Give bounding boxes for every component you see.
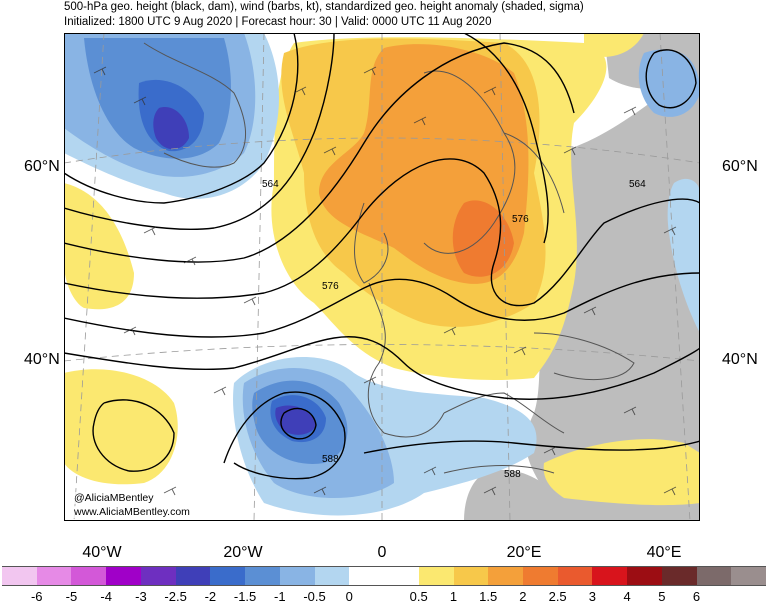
colorbar-segment <box>36 567 72 585</box>
colorbar-segment <box>106 567 141 585</box>
coastlines <box>143 42 635 474</box>
colorbar-tick-label: -2 <box>204 589 217 604</box>
graticule <box>64 33 700 521</box>
colorbar-tick-label: -1 <box>274 589 286 604</box>
lon-label-20w: 20°W <box>223 544 263 561</box>
lat-label-60n-right: 60°N <box>722 158 758 175</box>
map-panel[interactable]: 564 564 576 576 588 588 <box>64 33 700 521</box>
lat-label-40n-left: 40°N <box>24 351 60 368</box>
credit-website[interactable]: www.AliciaMBentley.com <box>72 506 192 518</box>
lon-label-20e: 20°E <box>506 544 542 561</box>
colorbar <box>2 566 767 586</box>
colorbar-tick-label: -0.5 <box>303 589 326 604</box>
anomaly-neg3-greenland <box>153 107 189 150</box>
colorbar-segment <box>627 567 662 585</box>
colorbar-segment <box>661 567 697 585</box>
colorbar-segment <box>175 567 211 585</box>
colorbar-tick-label: 0 <box>345 589 353 604</box>
colorbar-tick-label: 5 <box>658 589 666 604</box>
colorbar-segment <box>314 567 350 585</box>
map-title: 500-hPa geo. height (black, dam), wind (… <box>64 1 584 13</box>
lon-label-40w: 40°W <box>82 544 122 561</box>
colorbar-tick-label: 1.5 <box>479 589 498 604</box>
colorbar-tick-label: 3 <box>588 589 596 604</box>
anomaly-pos1-mid-atlantic <box>64 183 134 310</box>
contour-label-588-east: 588 <box>504 469 521 480</box>
anomaly-neg1-east-edge <box>667 178 700 333</box>
colorbar-tick-label: -1.5 <box>233 589 257 604</box>
colorbar-segment <box>523 567 558 585</box>
colorbar-tick-label: 0.5 <box>409 589 428 604</box>
colorbar-tick-label: 1 <box>449 589 458 604</box>
lat-label-60n-left: 60°N <box>24 158 60 175</box>
anomaly-pos1-atlantic-sw <box>64 369 178 485</box>
map-frame <box>64 33 700 521</box>
colorbar-segment <box>453 567 489 585</box>
contour-label-564-east: 564 <box>629 179 646 190</box>
colorbar-tick-label: -3 <box>135 589 147 604</box>
colorbar-segment <box>210 567 246 585</box>
colorbar-tick-label: -5 <box>65 589 78 604</box>
contour-label-576-west: 576 <box>322 281 339 292</box>
height-contours <box>64 33 700 480</box>
contour-label-576-norway: 576 <box>512 214 529 225</box>
lon-label-40e: 40°E <box>646 544 682 561</box>
colorbar-tick-label: -2.5 <box>164 589 187 604</box>
colorbar-segment <box>731 567 767 585</box>
colorbar-tick-label: 2 <box>519 589 527 604</box>
colorbar-segment <box>279 567 315 585</box>
contour-label-564-west: 564 <box>262 179 279 190</box>
map-subtitle: Initialized: 1800 UTC 9 Aug 2020 | Forec… <box>64 16 492 28</box>
wind-barbs <box>93 66 677 496</box>
colorbar-tick-label: 4 <box>623 589 631 604</box>
colorbar-segment <box>557 567 593 585</box>
colorbar-segment <box>696 567 732 585</box>
anomaly-pos2-5-scandinavia <box>452 200 514 277</box>
colorbar-segment <box>418 567 454 585</box>
colorbar-tick-label: 6 <box>692 589 701 604</box>
contour-label-588-iberia: 588 <box>322 454 339 465</box>
colorbar-segment <box>384 567 419 585</box>
colorbar-segment <box>488 567 524 585</box>
colorbar-segment <box>245 567 280 585</box>
colorbar-tick-label: -6 <box>30 589 43 604</box>
credit-handle: @AliciaMBentley <box>72 492 156 504</box>
colorbar-tick-label: -4 <box>100 589 112 604</box>
lat-label-40n-right: 40°N <box>722 351 758 368</box>
colorbar-segment <box>592 567 628 585</box>
lon-label-0: 0 <box>377 544 387 561</box>
colorbar-segment <box>140 567 176 585</box>
colorbar-segment <box>71 567 107 585</box>
colorbar-segment <box>2 567 37 585</box>
anomaly-gray-south <box>464 469 564 521</box>
map-canvas: 564 564 576 576 588 588 <box>64 33 700 521</box>
colorbar-segment <box>349 567 385 585</box>
anomaly-pos1-east <box>543 439 700 506</box>
colorbar-tick-label: 2.5 <box>548 589 567 604</box>
anomaly-pos1-north <box>584 33 644 57</box>
